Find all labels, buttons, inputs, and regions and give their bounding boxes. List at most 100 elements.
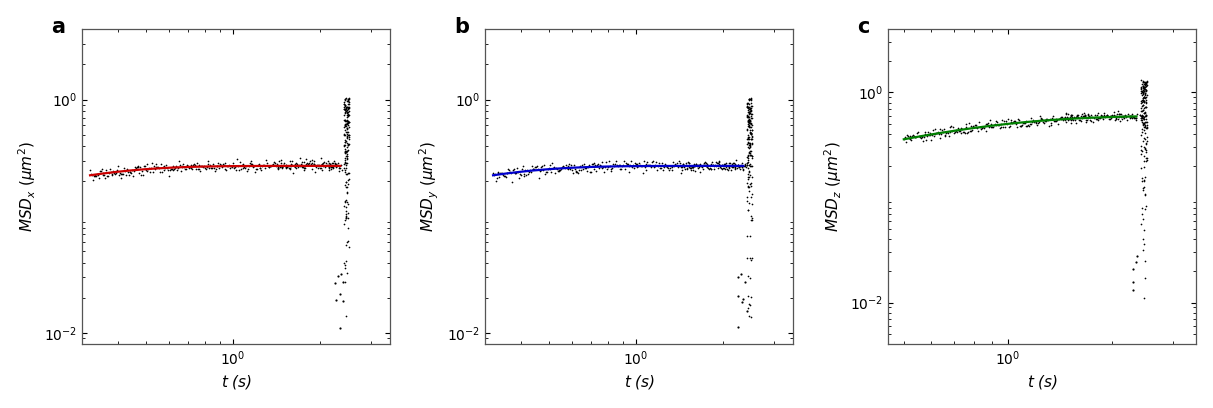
- Point: [250, 164, 269, 171]
- Point: [1134, 85, 1154, 92]
- Point: [721, 167, 740, 174]
- Point: [704, 162, 723, 169]
- Point: [1004, 118, 1024, 124]
- Point: [1137, 155, 1156, 162]
- Point: [148, 163, 167, 170]
- Point: [1133, 88, 1152, 95]
- Point: [728, 164, 747, 171]
- Point: [284, 163, 303, 169]
- Point: [336, 203, 355, 210]
- Point: [1132, 143, 1151, 149]
- Point: [690, 169, 710, 175]
- Point: [1134, 137, 1154, 144]
- Point: [330, 325, 349, 332]
- Point: [240, 160, 260, 166]
- Point: [336, 121, 355, 128]
- Point: [566, 168, 586, 175]
- Point: [1127, 117, 1146, 124]
- Point: [968, 127, 987, 134]
- Point: [983, 124, 1002, 130]
- Point: [125, 164, 144, 171]
- Point: [701, 166, 721, 172]
- Point: [1057, 111, 1076, 118]
- Point: [1059, 116, 1078, 122]
- Point: [1134, 79, 1154, 86]
- Point: [1135, 103, 1155, 110]
- Point: [338, 119, 358, 126]
- Point: [930, 125, 950, 132]
- Point: [695, 162, 714, 169]
- Point: [494, 172, 513, 179]
- Point: [337, 215, 357, 222]
- Point: [722, 164, 741, 170]
- Point: [1134, 84, 1154, 90]
- Point: [229, 167, 249, 173]
- Point: [314, 159, 334, 166]
- Point: [1112, 116, 1132, 122]
- Point: [974, 124, 993, 131]
- Point: [1114, 113, 1133, 120]
- Point: [131, 164, 150, 171]
- Point: [1121, 113, 1140, 119]
- Point: [223, 160, 243, 166]
- Point: [335, 165, 354, 171]
- Point: [338, 96, 358, 103]
- Point: [738, 152, 757, 159]
- Point: [739, 175, 758, 182]
- Point: [1016, 123, 1036, 129]
- Point: [716, 166, 735, 172]
- Point: [1133, 113, 1152, 120]
- Point: [138, 165, 158, 172]
- Point: [739, 134, 758, 140]
- Point: [740, 110, 759, 117]
- Point: [1019, 122, 1038, 128]
- Point: [261, 162, 280, 169]
- Point: [727, 157, 746, 163]
- Point: [906, 134, 926, 140]
- Text: a: a: [51, 17, 66, 37]
- Point: [741, 136, 761, 142]
- Point: [740, 104, 759, 110]
- Point: [530, 168, 549, 175]
- Point: [1110, 118, 1129, 124]
- Point: [694, 160, 713, 167]
- Point: [318, 162, 337, 169]
- Point: [323, 164, 342, 171]
- Point: [740, 128, 759, 135]
- Point: [135, 163, 154, 170]
- Point: [279, 164, 298, 171]
- Point: [1010, 123, 1030, 129]
- Point: [522, 169, 541, 176]
- Point: [1063, 112, 1082, 119]
- Point: [687, 163, 706, 169]
- Point: [323, 160, 342, 166]
- Point: [738, 194, 757, 200]
- Point: [551, 166, 570, 173]
- Point: [337, 111, 357, 118]
- Point: [904, 131, 923, 138]
- Point: [1021, 114, 1041, 121]
- Point: [1134, 115, 1154, 122]
- Point: [984, 122, 1003, 128]
- Point: [335, 217, 354, 223]
- Point: [966, 123, 985, 130]
- Point: [973, 125, 992, 131]
- Point: [1117, 117, 1137, 123]
- Point: [1101, 113, 1121, 120]
- Point: [518, 167, 537, 173]
- X-axis label: $t$ (s): $t$ (s): [1026, 373, 1058, 391]
- Point: [654, 167, 673, 173]
- Point: [711, 165, 730, 171]
- Point: [91, 168, 110, 175]
- Point: [741, 135, 761, 142]
- Point: [664, 159, 683, 166]
- Point: [1135, 109, 1155, 116]
- Point: [1055, 113, 1075, 120]
- Point: [740, 200, 759, 206]
- Point: [113, 171, 132, 177]
- Point: [918, 129, 938, 135]
- Point: [1133, 204, 1152, 211]
- Point: [303, 166, 323, 173]
- Point: [336, 164, 355, 171]
- Point: [740, 95, 759, 102]
